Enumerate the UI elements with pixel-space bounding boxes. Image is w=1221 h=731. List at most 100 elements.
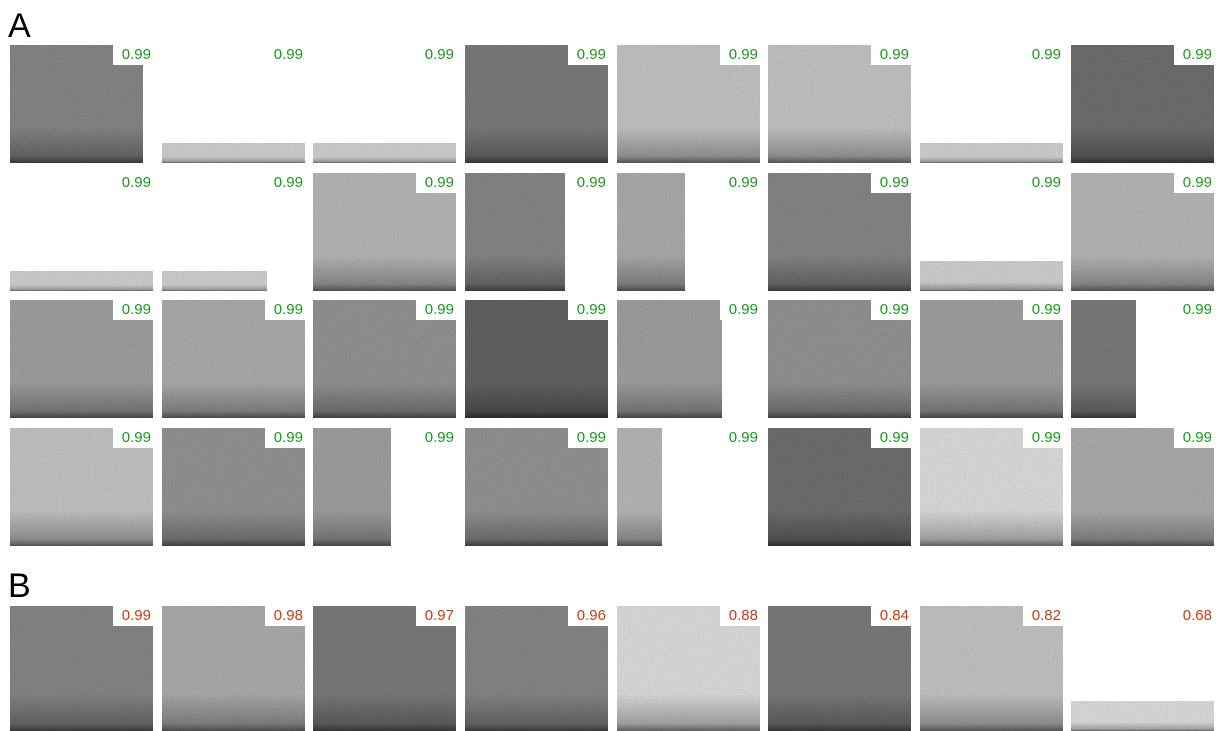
- spectrogram-tile: 0.99: [465, 173, 608, 291]
- score: 0.99: [274, 174, 303, 191]
- tile-floor: [1071, 722, 1214, 731]
- score: 0.96: [577, 607, 606, 624]
- spectrogram-tile: 0.99: [768, 45, 911, 163]
- spectrogram-tile: 0.68: [1071, 606, 1214, 731]
- spectrogram-tile: 0.99: [10, 428, 153, 546]
- score: 0.99: [880, 46, 909, 63]
- spectrogram-tile: 0.99: [920, 428, 1063, 546]
- spectrogram-tile: 0.99: [465, 45, 608, 163]
- tile-floor: [1071, 511, 1214, 546]
- tile-floor: [465, 256, 565, 291]
- tile-floor: [920, 511, 1063, 546]
- tile-floor: [768, 511, 911, 546]
- spectrogram-tile: 0.96: [465, 606, 608, 731]
- score: 0.99: [577, 301, 606, 318]
- score: 0.99: [729, 174, 758, 191]
- spectrogram-tile: 0.99: [162, 428, 305, 546]
- tile-floor: [10, 383, 153, 418]
- tile-floor: [10, 694, 153, 731]
- spectrogram-tile: 0.99: [617, 300, 760, 418]
- score: 0.99: [425, 46, 454, 63]
- tile-floor: [162, 511, 305, 546]
- spectrogram-tile: 0.84: [768, 606, 911, 731]
- score: 0.99: [1032, 301, 1061, 318]
- tile-floor: [920, 157, 1063, 163]
- spectrogram-tile: 0.99: [465, 300, 608, 418]
- score: 0.99: [425, 174, 454, 191]
- tile-floor: [617, 256, 685, 291]
- spectrogram-tile: 0.99: [313, 300, 456, 418]
- spectrogram-tile: 0.99: [313, 45, 456, 163]
- score: 0.99: [122, 429, 151, 446]
- score: 0.99: [729, 301, 758, 318]
- spectrogram-tile: 0.99: [10, 45, 153, 163]
- score: 0.99: [1183, 46, 1212, 63]
- spectrogram-tile: 0.88: [617, 606, 760, 731]
- tile-floor: [617, 694, 760, 731]
- spectrogram-tile: 0.98: [162, 606, 305, 731]
- spectrogram-tile: 0.99: [313, 428, 456, 546]
- tile-floor: [465, 128, 608, 163]
- spectrogram-tile: 0.99: [10, 173, 153, 291]
- tile-floor: [1071, 256, 1214, 291]
- tile-floor: [313, 694, 456, 731]
- spectrogram-tile: 0.99: [465, 428, 608, 546]
- tile-floor: [313, 383, 456, 418]
- spectrogram-tile: 0.99: [162, 45, 305, 163]
- score: 0.99: [122, 174, 151, 191]
- tile-floor: [920, 282, 1063, 291]
- score: 0.82: [1032, 607, 1061, 624]
- tile-floor: [10, 128, 143, 163]
- score: 0.99: [1183, 301, 1212, 318]
- spectrogram-tile: 0.99: [10, 606, 153, 731]
- score: 0.99: [577, 46, 606, 63]
- score: 0.98: [274, 607, 303, 624]
- spectrogram-tile: 0.99: [920, 173, 1063, 291]
- spectrogram-tile: 0.99: [617, 45, 760, 163]
- score: 0.99: [880, 429, 909, 446]
- score: 0.99: [122, 46, 151, 63]
- score: 0.99: [729, 46, 758, 63]
- score: 0.99: [1032, 46, 1061, 63]
- tile-floor: [1071, 128, 1214, 163]
- tile-floor: [768, 383, 911, 418]
- panel: B 0.99 0.98 0.97 0.96 0.88 0.84 0.82 0.68: [8, 567, 1214, 731]
- tile-floor: [10, 285, 153, 291]
- spectrogram-tile: 0.99: [617, 428, 760, 546]
- panel-label: A: [8, 7, 31, 45]
- spectrogram-tile: 0.99: [617, 173, 760, 291]
- tile-floor: [465, 511, 608, 546]
- tile-floor: [768, 128, 911, 163]
- spectrogram-tile: 0.99: [768, 173, 911, 291]
- spectrogram-tile: 0.99: [162, 300, 305, 418]
- spectrogram-tile: 0.82: [920, 606, 1063, 731]
- score: 0.84: [880, 607, 909, 624]
- spectrogram-tile: 0.99: [920, 300, 1063, 418]
- tile-floor: [920, 383, 1063, 418]
- tile-floor: [617, 511, 662, 546]
- score: 0.99: [122, 301, 151, 318]
- score: 0.99: [729, 429, 758, 446]
- score: 0.99: [880, 301, 909, 318]
- spectrogram-tile: 0.99: [313, 173, 456, 291]
- score: 0.88: [729, 607, 758, 624]
- tile-floor: [768, 256, 911, 291]
- score: 0.68: [1183, 607, 1212, 624]
- spectrogram-tile: 0.99: [768, 300, 911, 418]
- tile-floor: [313, 511, 391, 546]
- tile-floor: [920, 694, 1063, 731]
- tile-floor: [313, 157, 456, 163]
- tile-floor: [10, 511, 153, 546]
- score: 0.99: [1032, 429, 1061, 446]
- score: 0.99: [577, 174, 606, 191]
- tile-floor: [768, 694, 911, 731]
- spectrogram-tile: 0.99: [1071, 45, 1214, 163]
- panel-label: B: [8, 567, 31, 605]
- score: 0.97: [425, 607, 454, 624]
- tile-floor: [617, 383, 722, 418]
- spectrogram-tile: 0.97: [313, 606, 456, 731]
- score: 0.99: [274, 429, 303, 446]
- tile-floor: [162, 157, 305, 163]
- spectrogram-tile: 0.99: [10, 300, 153, 418]
- score: 0.99: [122, 607, 151, 624]
